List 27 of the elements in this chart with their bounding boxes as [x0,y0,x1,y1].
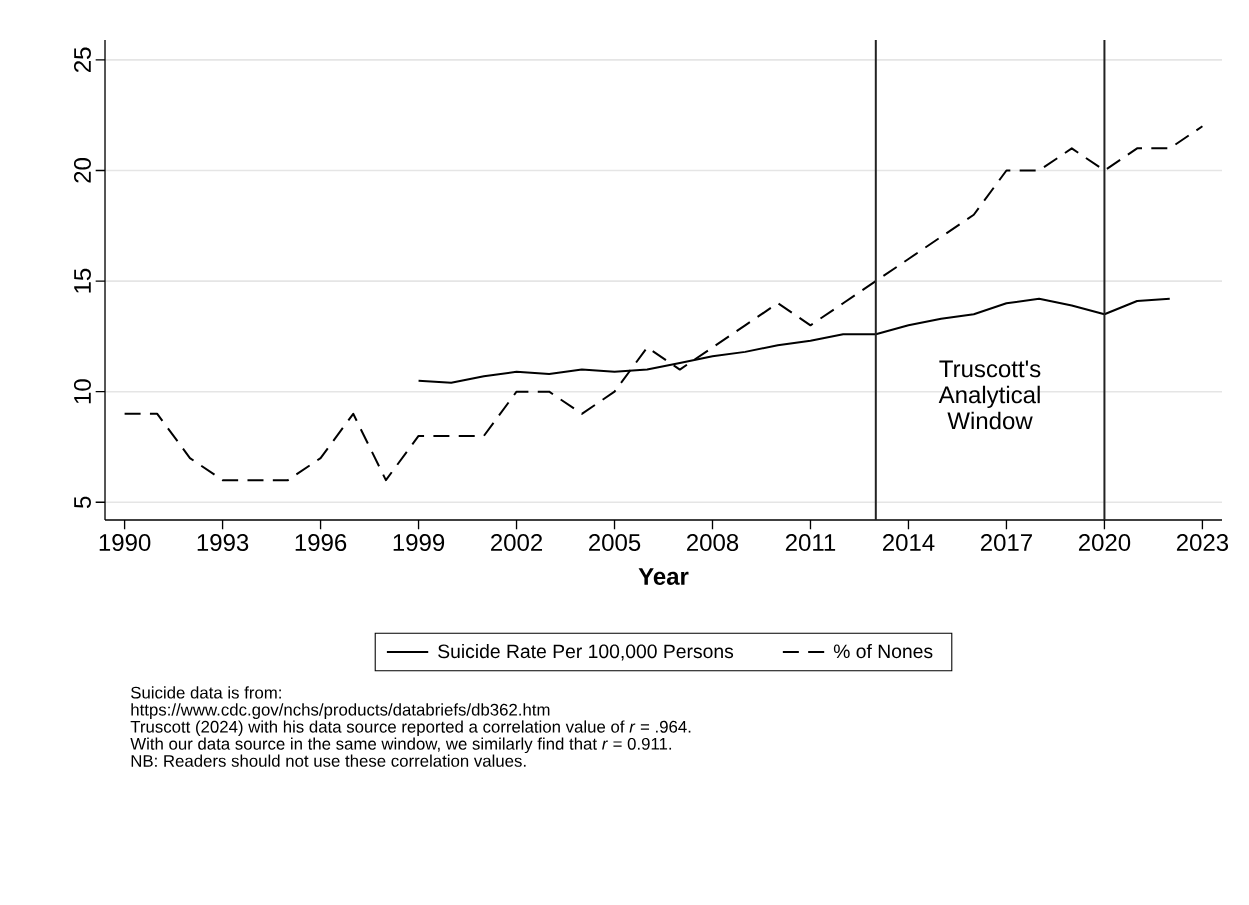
text: Suicide data is from: [131,686,281,699]
x-tick-label: 2017 [980,534,1032,552]
annotation: Truscott's Analytical Window [938,360,1041,430]
legend-label: % of Nones [833,644,933,659]
y-tick-label: 25 [73,47,91,73]
x-tick-label: 2005 [589,534,641,552]
y-tick-label: 15 [74,268,91,293]
x-tick-label: 2002 [491,534,543,552]
x-tick-label: 2011 [785,534,836,552]
y-tick-label: 5 [74,496,91,508]
x-tick-label: 2008 [687,534,739,552]
text: With our data source in the same window, we similarly find that r = 0.911. [130,737,672,754]
text: https://www.cdc.gov/nchs/products/databriefs/db362.htm [131,703,550,719]
text: NB: Readers should not use these correlation values. [131,754,526,767]
x-tick-label: 2020 [1078,534,1131,552]
x-tick-label: 1999 [393,534,445,552]
legend-label: Suicide Rate Per 100,000 Persons [438,643,734,661]
line-series [417,297,1171,384]
text: Truscott (2024) with his data source reported a correlation value of r = .964. [130,720,691,737]
y-tick-label: 20 [73,158,91,183]
x-tick-label: 2014 [882,534,935,552]
x-tick-label: 1990 [99,534,151,552]
x-tick-label: 1996 [295,534,347,552]
y-tick-label: 10 [73,379,91,404]
x-axis-title: Year [638,568,689,585]
x-tick-label: 2023 [1176,534,1229,552]
x-tick-label: 1993 [197,534,249,552]
